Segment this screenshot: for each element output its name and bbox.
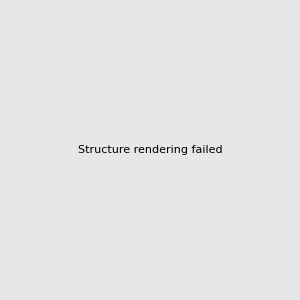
- Text: Structure rendering failed: Structure rendering failed: [78, 145, 222, 155]
